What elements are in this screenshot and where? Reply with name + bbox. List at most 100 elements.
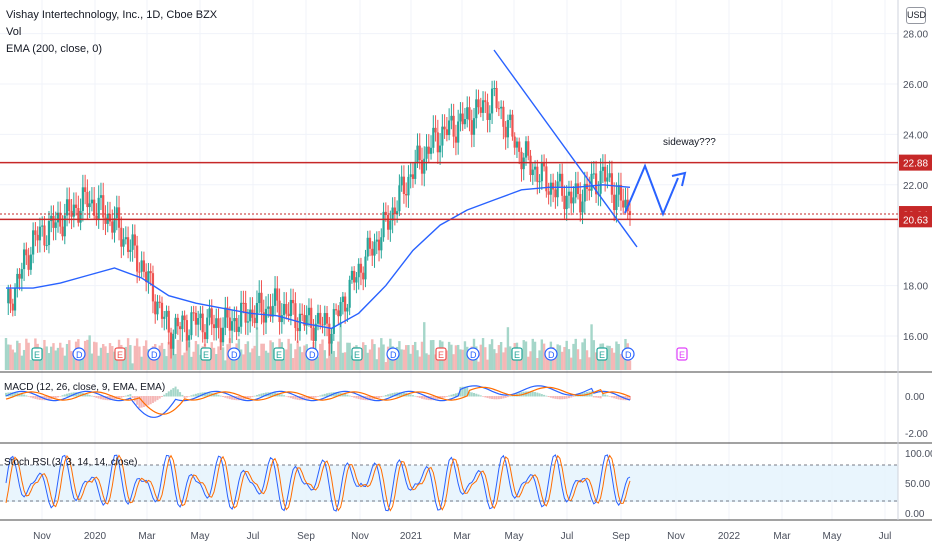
candle-body bbox=[362, 272, 365, 280]
candle-body bbox=[176, 317, 179, 327]
earnings-marker[interactable] bbox=[200, 347, 212, 361]
earnings-marker[interactable] bbox=[114, 347, 126, 361]
candle-body bbox=[235, 318, 238, 332]
macd-histogram-bar bbox=[260, 393, 263, 397]
dividend-marker[interactable] bbox=[466, 347, 480, 361]
macd-histogram-bar bbox=[414, 395, 417, 397]
dividend-marker[interactable] bbox=[305, 347, 319, 361]
dividend-marker[interactable] bbox=[386, 347, 400, 361]
candle-body bbox=[70, 211, 73, 217]
earnings-marker[interactable] bbox=[435, 347, 447, 361]
volume-bar bbox=[504, 347, 507, 370]
macd-histogram-bar bbox=[271, 392, 274, 397]
volume-bar bbox=[445, 350, 449, 370]
macd-histogram-bar bbox=[328, 392, 331, 397]
macd-histogram-bar bbox=[289, 396, 292, 399]
symbol-title[interactable]: Vishay Intertechnology, Inc., 1D, Cboe B… bbox=[6, 9, 218, 21]
candle-body bbox=[463, 119, 467, 125]
macd-histogram-bar bbox=[90, 395, 93, 397]
candle-body bbox=[292, 299, 295, 304]
volume-bar bbox=[253, 345, 256, 370]
annotation-text[interactable]: sideway??? bbox=[663, 137, 716, 148]
candle-body bbox=[531, 169, 534, 176]
candle-body bbox=[81, 187, 84, 211]
volume-bar bbox=[282, 358, 286, 370]
candle-body bbox=[185, 320, 188, 341]
earnings-marker[interactable] bbox=[511, 347, 523, 361]
macd-histogram-bar bbox=[326, 393, 329, 397]
volume-label[interactable]: Vol bbox=[6, 26, 22, 38]
macd-tick-label: 0.00 bbox=[905, 392, 925, 403]
candle-body bbox=[149, 271, 152, 274]
dividend-marker[interactable] bbox=[227, 347, 241, 361]
candle-body bbox=[432, 127, 435, 148]
macd-histogram-bar bbox=[142, 396, 145, 408]
candle-body bbox=[565, 195, 568, 210]
ema-label[interactable]: EMA (200, close, 0) bbox=[6, 43, 102, 55]
marker-letter: E bbox=[117, 350, 123, 360]
candle-body bbox=[138, 271, 141, 273]
projection-path[interactable] bbox=[624, 163, 679, 217]
macd-histogram-bar bbox=[138, 396, 141, 409]
macd-histogram-bar bbox=[536, 392, 539, 397]
volume-bar bbox=[86, 339, 89, 370]
macd-histogram-bar bbox=[346, 394, 349, 397]
macd-histogram-bar bbox=[604, 394, 607, 397]
candle-body bbox=[174, 317, 177, 334]
candle-body bbox=[590, 173, 593, 191]
volume-bar bbox=[330, 338, 333, 370]
candle-body bbox=[199, 313, 202, 319]
volume-bar bbox=[65, 343, 69, 370]
candle-body bbox=[479, 107, 482, 113]
volume-bar bbox=[497, 345, 501, 370]
candle-body bbox=[262, 312, 265, 323]
volume-bar bbox=[102, 344, 105, 370]
candle-body bbox=[457, 121, 460, 143]
volume-bar bbox=[325, 358, 329, 370]
earnings-marker[interactable] bbox=[273, 347, 285, 361]
dividend-marker[interactable] bbox=[544, 347, 558, 361]
time-tick-label: Nov bbox=[667, 531, 685, 542]
candle-body bbox=[592, 173, 595, 175]
stoch-rsi-pane bbox=[0, 454, 898, 512]
marker-letter: E bbox=[514, 350, 520, 360]
macd-histogram-bar bbox=[443, 396, 446, 398]
dividend-marker[interactable] bbox=[72, 347, 86, 361]
currency-badge[interactable]: USD bbox=[906, 7, 926, 24]
macd-histogram-bar bbox=[206, 392, 209, 397]
volume-bar bbox=[612, 352, 616, 370]
dividend-marker[interactable] bbox=[147, 347, 161, 361]
earnings-marker[interactable] bbox=[351, 347, 363, 361]
volume-bar bbox=[95, 342, 98, 370]
macd-histogram-bar bbox=[554, 396, 557, 399]
earnings-marker[interactable] bbox=[676, 347, 688, 361]
volume-bar bbox=[126, 338, 130, 370]
macd-histogram-bar bbox=[86, 394, 89, 397]
candle-body bbox=[183, 315, 186, 321]
macd-histogram-bar bbox=[27, 396, 30, 397]
descending-trend-line[interactable] bbox=[493, 49, 638, 248]
volume-bar bbox=[479, 344, 482, 370]
earnings-marker[interactable] bbox=[596, 347, 608, 361]
macd-histogram-bar bbox=[407, 393, 410, 397]
macd-histogram-bar bbox=[473, 393, 475, 397]
earnings-marker[interactable] bbox=[31, 347, 43, 361]
level-tag-label: 20.63 bbox=[903, 215, 928, 226]
candle-body bbox=[56, 212, 60, 223]
candle-body bbox=[90, 199, 94, 204]
candle-body bbox=[282, 303, 286, 316]
macd-histogram-bar bbox=[482, 396, 485, 397]
macd-histogram-bar bbox=[192, 394, 195, 397]
candle-body bbox=[25, 249, 28, 256]
time-axis: Nov 2020 Mar May Jul Sep Nov 2021 Mar May Jul Sep No… bbox=[33, 531, 891, 542]
volume-bar bbox=[558, 345, 562, 370]
macd-histogram-bar bbox=[170, 389, 173, 397]
candle-body bbox=[74, 204, 78, 208]
volume-bar bbox=[167, 341, 170, 370]
candle-body bbox=[377, 239, 381, 251]
dividend-marker[interactable] bbox=[621, 347, 635, 361]
horizontal-levels bbox=[0, 161, 898, 221]
volume-bar bbox=[61, 347, 64, 370]
volume-bar bbox=[97, 355, 100, 370]
